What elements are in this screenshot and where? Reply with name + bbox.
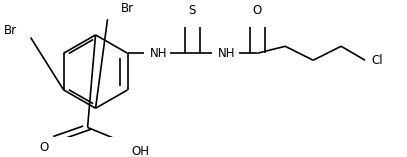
Text: Br: Br xyxy=(120,2,133,15)
Text: NH: NH xyxy=(150,47,167,60)
Text: OH: OH xyxy=(131,145,149,157)
Text: Br: Br xyxy=(4,24,17,37)
Text: O: O xyxy=(39,141,48,154)
Text: Cl: Cl xyxy=(371,54,383,67)
Text: O: O xyxy=(253,4,262,17)
Text: S: S xyxy=(189,4,196,17)
Text: NH: NH xyxy=(218,47,235,60)
